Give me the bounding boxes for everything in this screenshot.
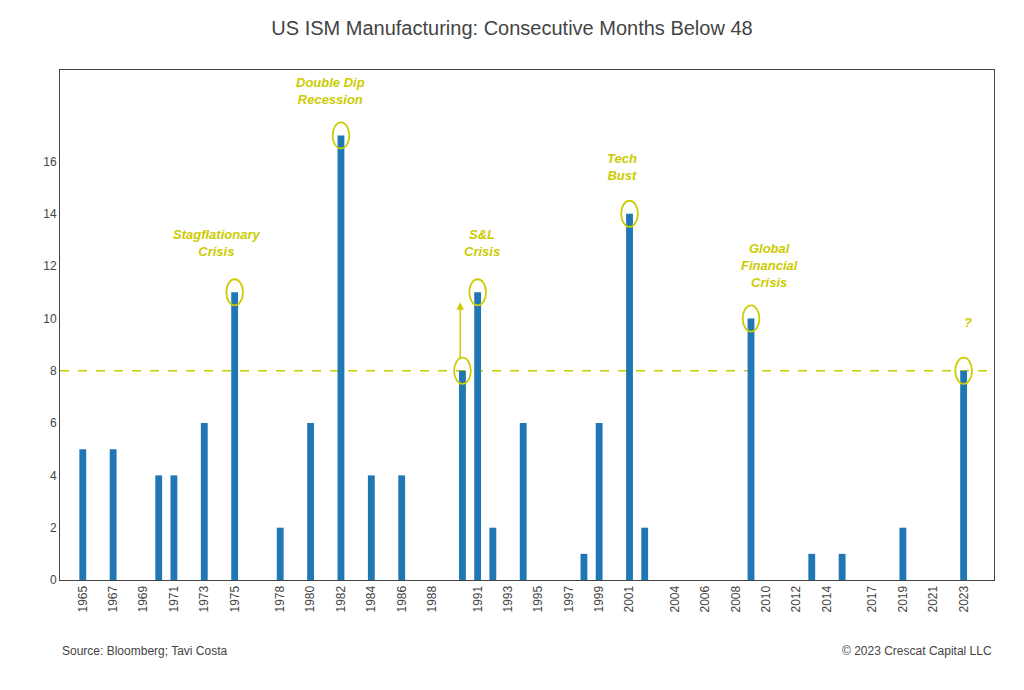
svg-text:1973: 1973 — [197, 585, 211, 612]
svg-text:2: 2 — [50, 521, 57, 535]
svg-text:Double DipRecession: Double DipRecession — [296, 75, 365, 107]
svg-text:10: 10 — [43, 312, 57, 326]
svg-text:2019: 2019 — [896, 585, 910, 612]
svg-text:12: 12 — [43, 259, 57, 273]
svg-text:TechBust: TechBust — [607, 151, 637, 183]
svg-text:1999: 1999 — [592, 585, 606, 612]
svg-text:16: 16 — [43, 155, 57, 169]
svg-text:Source: Bloomberg; Tavi Costa: Source: Bloomberg; Tavi Costa — [62, 644, 228, 658]
svg-text:1971: 1971 — [167, 585, 181, 612]
svg-text:S&LCrisis: S&LCrisis — [464, 227, 500, 259]
svg-text:1969: 1969 — [136, 585, 150, 612]
svg-text:1993: 1993 — [501, 585, 515, 612]
svg-text:6: 6 — [50, 416, 57, 430]
svg-text:1965: 1965 — [76, 585, 90, 612]
svg-text:0: 0 — [50, 573, 57, 587]
svg-text:1988: 1988 — [425, 585, 439, 612]
svg-text:1986: 1986 — [395, 585, 409, 612]
svg-text:1997: 1997 — [562, 585, 576, 612]
svg-text:14: 14 — [43, 207, 57, 221]
svg-text:US ISM Manufacturing: Consecut: US ISM Manufacturing: Consecutive Months… — [271, 17, 752, 39]
svg-text:1975: 1975 — [228, 585, 242, 612]
svg-text:2001: 2001 — [622, 585, 636, 612]
svg-text:1995: 1995 — [531, 585, 545, 612]
svg-text:1980: 1980 — [303, 585, 317, 612]
svg-text:1982: 1982 — [334, 585, 348, 612]
svg-text:8: 8 — [50, 364, 57, 378]
svg-text:1967: 1967 — [106, 585, 120, 612]
svg-text:GlobalFinancialCrisis: GlobalFinancialCrisis — [741, 241, 798, 290]
svg-text:2004: 2004 — [668, 585, 682, 612]
svg-text:2017: 2017 — [865, 585, 879, 612]
svg-text:2010: 2010 — [759, 585, 773, 612]
svg-text:2021: 2021 — [926, 585, 940, 612]
svg-text:2006: 2006 — [698, 585, 712, 612]
svg-text:2014: 2014 — [820, 585, 834, 612]
svg-text:2012: 2012 — [789, 585, 803, 612]
svg-text:2023: 2023 — [957, 585, 971, 612]
svg-text:© 2023 Crescat Capital LLC: © 2023 Crescat Capital LLC — [842, 644, 992, 658]
svg-text:1984: 1984 — [364, 585, 378, 612]
svg-text:StagflationaryCrisis: StagflationaryCrisis — [173, 227, 260, 259]
svg-text:2008: 2008 — [729, 585, 743, 612]
svg-text:4: 4 — [50, 469, 57, 483]
svg-text:1978: 1978 — [273, 585, 287, 612]
svg-text:1991: 1991 — [471, 585, 485, 612]
svg-text:?: ? — [964, 315, 972, 330]
